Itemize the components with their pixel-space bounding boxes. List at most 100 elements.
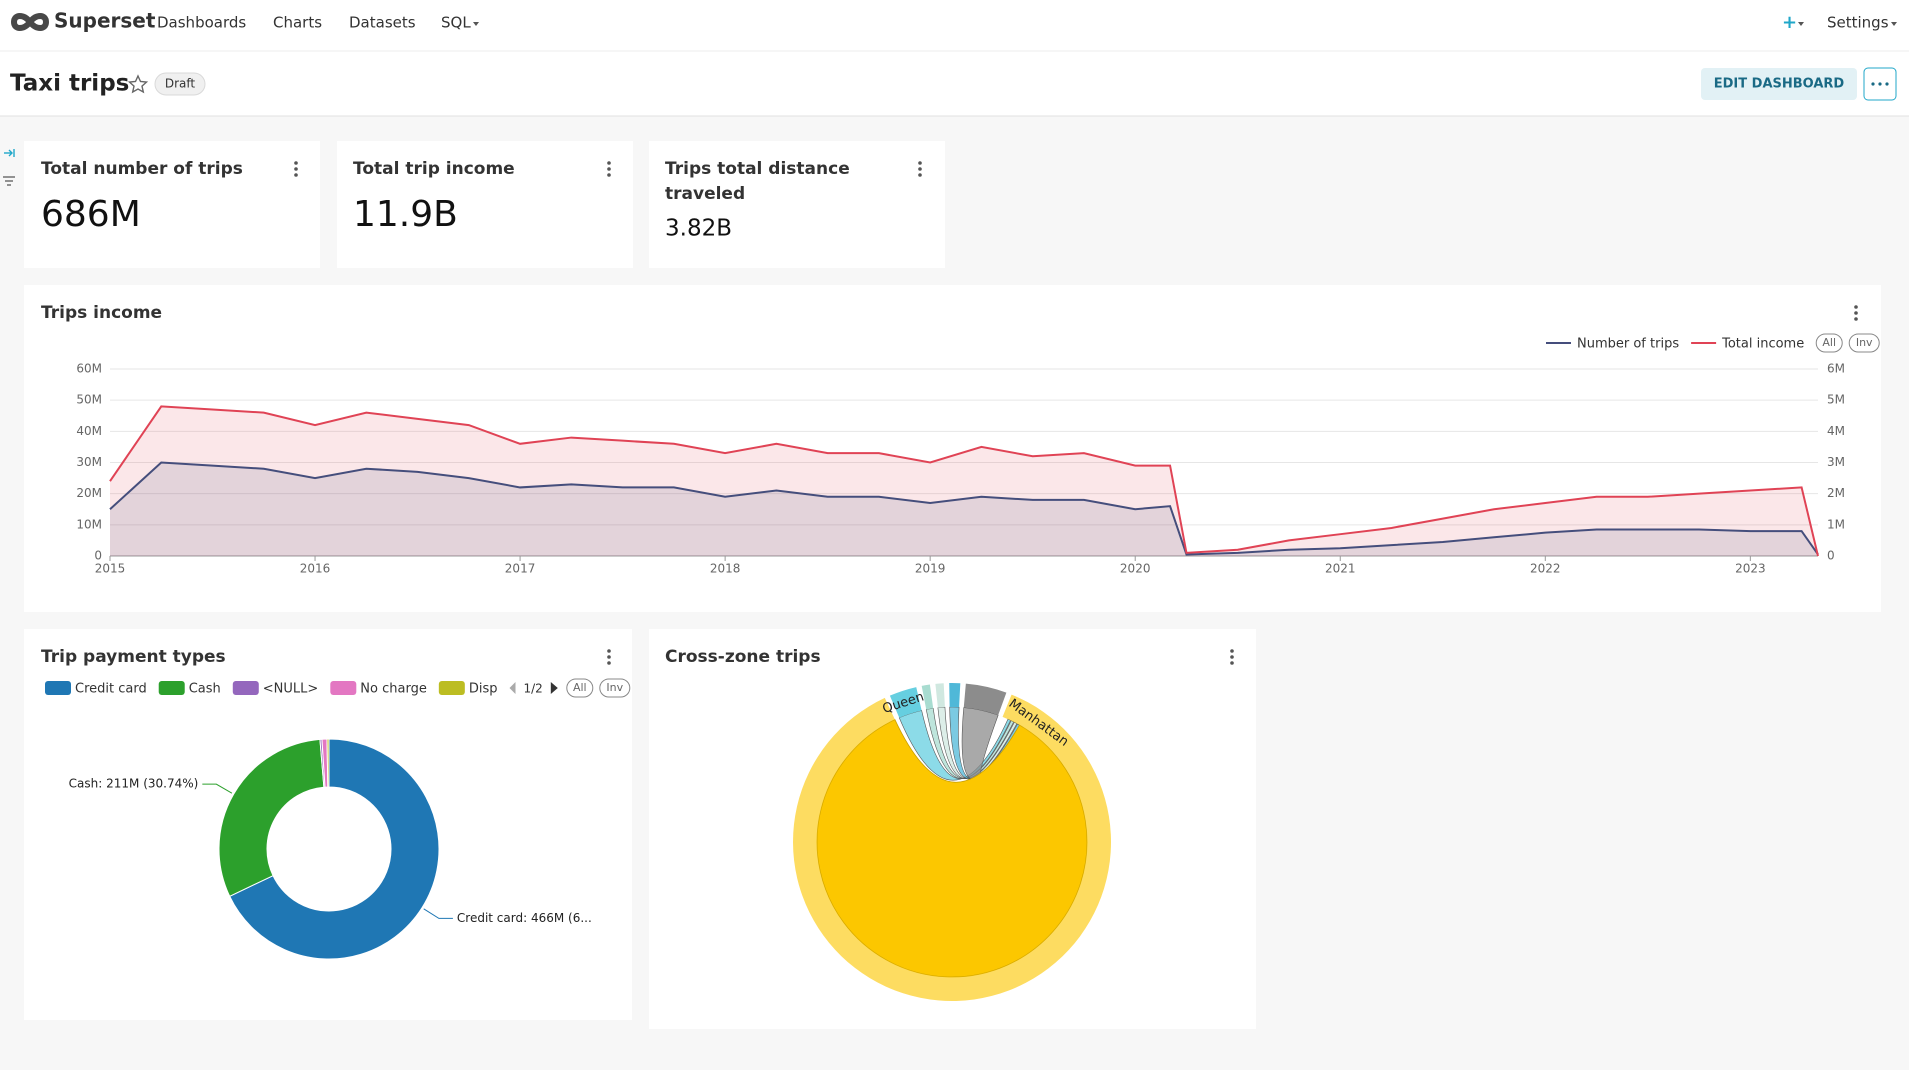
y2-tick-label: 6M <box>1827 362 1845 376</box>
pie-slice <box>229 738 440 960</box>
menu-dot[interactable] <box>607 655 611 659</box>
pie-slice <box>326 738 330 788</box>
caret <box>473 22 479 26</box>
legend-prev[interactable] <box>509 682 516 694</box>
menu-dot[interactable] <box>1854 305 1858 309</box>
label-leader <box>202 783 233 794</box>
edit-button-label: EDIT DASHBOARD <box>1714 77 1845 92</box>
filter-icon[interactable] <box>3 176 15 186</box>
x-tick-label: 2016 <box>300 562 331 576</box>
big-number: 686M <box>41 194 141 235</box>
x-tick-label: 2021 <box>1325 562 1356 576</box>
card <box>24 285 1881 612</box>
legend-swatch[interactable] <box>158 681 185 695</box>
legend-label[interactable]: No charge <box>360 682 427 697</box>
chord-arc <box>963 683 1007 716</box>
legend-swatch[interactable] <box>438 681 465 695</box>
big-number: 11.9B <box>353 194 458 235</box>
menu-dot[interactable] <box>607 167 611 171</box>
legend-button-label: Inv <box>1856 336 1873 349</box>
y-tick-label: 0 <box>94 549 102 563</box>
legend-label[interactable]: Number of trips <box>1577 337 1679 352</box>
card-title: Total trip income <box>353 159 515 179</box>
add-button[interactable]: + <box>1782 12 1797 33</box>
series-line <box>109 405 1819 557</box>
pie-slice <box>218 738 325 897</box>
menu-dot[interactable] <box>294 167 298 171</box>
dashboard-title: Taxi trips <box>10 71 129 97</box>
status-badge[interactable] <box>154 72 206 96</box>
brand-name: Superset <box>54 9 156 33</box>
card-title: Total number of trips <box>41 159 243 179</box>
x-tick-label: 2022 <box>1530 562 1561 576</box>
menu-dot[interactable] <box>294 173 298 177</box>
logo[interactable]: Superset <box>10 9 156 33</box>
legend-swatch[interactable] <box>232 681 259 695</box>
caret <box>1891 22 1897 26</box>
caret <box>1798 22 1804 26</box>
menu-dot[interactable] <box>1854 317 1858 321</box>
menu-dot[interactable] <box>1230 655 1234 659</box>
legend-button[interactable] <box>1848 333 1880 353</box>
legend-button-label: Inv <box>606 681 623 694</box>
legend-label[interactable]: Credit card <box>75 682 147 697</box>
legend-label[interactable]: <NULL> <box>263 682 319 697</box>
menu-dot[interactable] <box>918 167 922 171</box>
legend-page: 1/2 <box>523 682 542 696</box>
card-title: Trip payment types <box>41 647 226 667</box>
card-title: Cross-zone trips <box>665 647 821 667</box>
logo-mark <box>10 13 50 31</box>
favorite-star[interactable] <box>127 74 149 94</box>
nav-item[interactable]: Datasets <box>349 14 416 32</box>
menu-dot[interactable] <box>918 173 922 177</box>
legend-button[interactable] <box>599 678 631 698</box>
y-tick-label: 50M <box>76 393 102 407</box>
card <box>337 141 633 268</box>
menu-dot[interactable] <box>607 661 611 665</box>
legend-button[interactable] <box>1815 333 1843 353</box>
menu-dot[interactable] <box>607 173 611 177</box>
edit-button[interactable] <box>1701 68 1857 100</box>
menu-dot[interactable] <box>294 161 298 165</box>
legend-button[interactable] <box>566 678 594 698</box>
big-number: 3.82B <box>665 216 732 242</box>
nav-item[interactable]: Charts <box>273 14 322 32</box>
legend-button-label: All <box>1822 336 1836 349</box>
legend-swatch[interactable] <box>330 681 357 695</box>
menu-dot[interactable] <box>918 161 922 165</box>
y2-tick-label: 5M <box>1827 393 1845 407</box>
menus <box>294 161 1858 665</box>
y2-tick-label: 4M <box>1827 424 1845 438</box>
menu-dot[interactable] <box>607 649 611 653</box>
legend-label[interactable]: Total income <box>1721 337 1804 352</box>
y2-tick-label: 1M <box>1827 517 1845 531</box>
y-tick-label: 20M <box>76 486 102 500</box>
nav-item[interactable]: Dashboards <box>157 14 246 32</box>
x-tick-label: 2017 <box>505 562 536 576</box>
x-tick-label: 2015 <box>95 562 126 576</box>
nav-item[interactable]: SQL <box>441 14 471 32</box>
legend-label[interactable]: Disp <box>469 682 498 697</box>
series-area <box>110 406 1818 556</box>
legend-button-label: All <box>573 681 587 694</box>
legend-swatch[interactable] <box>45 681 71 695</box>
menu-dot[interactable] <box>1230 649 1234 653</box>
menu-dot[interactable] <box>607 161 611 165</box>
series-area <box>110 462 1818 556</box>
series-line <box>109 461 1819 556</box>
x-tick-label: 2018 <box>710 562 741 576</box>
legend-label[interactable]: Cash <box>189 682 221 697</box>
x-tick-label: 2019 <box>915 562 946 576</box>
legend-next[interactable] <box>550 682 558 694</box>
y2-tick-label: 0 <box>1827 549 1835 563</box>
menu-dot[interactable] <box>1230 661 1234 665</box>
x-tick-label: 2020 <box>1120 562 1151 576</box>
data-label: Cash: 211M (30.74%) <box>69 777 199 791</box>
menu-dot[interactable] <box>1854 311 1858 315</box>
card-title: Trips total distance traveled <box>665 159 850 204</box>
expand-filters[interactable] <box>4 149 15 157</box>
card-title: Trips income <box>41 303 162 323</box>
chord-arc <box>921 684 934 710</box>
settings-menu[interactable]: Settings <box>1827 14 1889 32</box>
